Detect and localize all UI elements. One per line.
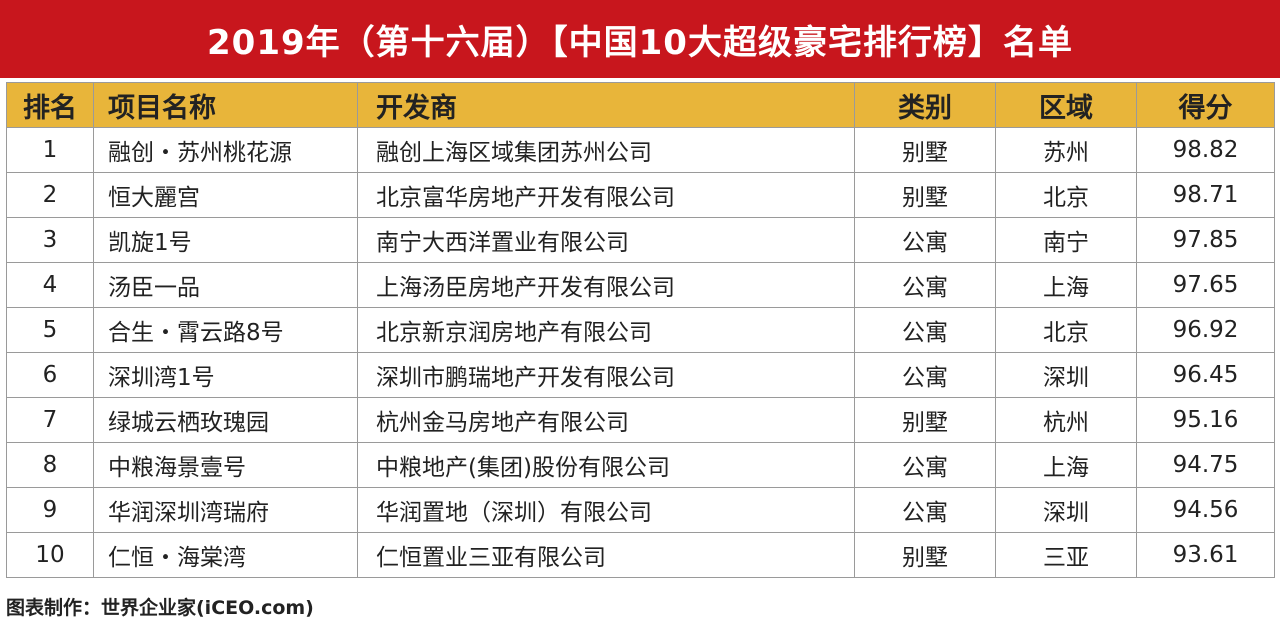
cell-type: 公寓 xyxy=(854,262,996,308)
header-region: 区域 xyxy=(995,82,1137,128)
cell-rank: 10 xyxy=(6,532,94,578)
cell-project-name: 绿城云栖玫瑰园 xyxy=(93,397,358,443)
cell-project-name: 中粮海景壹号 xyxy=(93,442,358,488)
cell-developer: 上海汤臣房地产开发有限公司 xyxy=(357,262,855,308)
table-row: 6 深圳湾1号 深圳市鹏瑞地产开发有限公司 公寓 深圳 96.45 xyxy=(6,352,1275,398)
cell-rank: 2 xyxy=(6,172,94,218)
page-title: 2019年（第十六届）【中国10大超级豪宅排行榜】名单 xyxy=(0,0,1280,78)
cell-region: 杭州 xyxy=(995,397,1137,443)
cell-rank: 6 xyxy=(6,352,94,398)
cell-rank: 1 xyxy=(6,127,94,173)
cell-project-name: 恒大麗宫 xyxy=(93,172,358,218)
cell-region: 三亚 xyxy=(995,532,1137,578)
table-row: 9 华润深圳湾瑞府 华润置地（深圳）有限公司 公寓 深圳 94.56 xyxy=(6,487,1275,533)
cell-region: 深圳 xyxy=(995,487,1137,533)
cell-score: 97.65 xyxy=(1136,262,1275,308)
cell-region: 上海 xyxy=(995,262,1137,308)
cell-score: 96.45 xyxy=(1136,352,1275,398)
cell-developer: 仁恒置业三亚有限公司 xyxy=(357,532,855,578)
cell-region: 上海 xyxy=(995,442,1137,488)
ranking-table: 排名 项目名称 开发商 类别 区域 得分 1 融创・苏州桃花源 融创上海区域集团苏州… xyxy=(6,82,1275,578)
cell-rank: 9 xyxy=(6,487,94,533)
table-row: 4 汤臣一品 上海汤臣房地产开发有限公司 公寓 上海 97.65 xyxy=(6,262,1275,308)
cell-rank: 3 xyxy=(6,217,94,263)
cell-region: 北京 xyxy=(995,172,1137,218)
cell-type: 公寓 xyxy=(854,307,996,353)
cell-project-name: 凯旋1号 xyxy=(93,217,358,263)
chart-credit: 图表制作：世界企业家(iCEO.com) xyxy=(6,597,314,619)
cell-score: 98.82 xyxy=(1136,127,1275,173)
cell-rank: 7 xyxy=(6,397,94,443)
cell-type: 公寓 xyxy=(854,442,996,488)
cell-developer: 融创上海区域集团苏州公司 xyxy=(357,127,855,173)
cell-region: 深圳 xyxy=(995,352,1137,398)
cell-rank: 4 xyxy=(6,262,94,308)
cell-region: 苏州 xyxy=(995,127,1137,173)
cell-developer: 南宁大西洋置业有限公司 xyxy=(357,217,855,263)
header-rank: 排名 xyxy=(6,82,94,128)
table-row: 7 绿城云栖玫瑰园 杭州金马房地产有限公司 别墅 杭州 95.16 xyxy=(6,397,1275,443)
cell-score: 98.71 xyxy=(1136,172,1275,218)
cell-score: 95.16 xyxy=(1136,397,1275,443)
cell-type: 别墅 xyxy=(854,172,996,218)
cell-type: 公寓 xyxy=(854,487,996,533)
cell-score: 94.56 xyxy=(1136,487,1275,533)
table-row: 10 仁恒・海棠湾 仁恒置业三亚有限公司 别墅 三亚 93.61 xyxy=(6,532,1275,578)
header-project-name: 项目名称 xyxy=(93,82,358,128)
table-row: 5 合生・霄云路8号 北京新京润房地产有限公司 公寓 北京 96.92 xyxy=(6,307,1275,353)
cell-developer: 北京新京润房地产有限公司 xyxy=(357,307,855,353)
table-row: 8 中粮海景壹号 中粮地产(集团)股份有限公司 公寓 上海 94.75 xyxy=(6,442,1275,488)
cell-region: 南宁 xyxy=(995,217,1137,263)
cell-score: 94.75 xyxy=(1136,442,1275,488)
cell-project-name: 仁恒・海棠湾 xyxy=(93,532,358,578)
cell-project-name: 深圳湾1号 xyxy=(93,352,358,398)
cell-rank: 8 xyxy=(6,442,94,488)
cell-developer: 杭州金马房地产有限公司 xyxy=(357,397,855,443)
cell-project-name: 汤臣一品 xyxy=(93,262,358,308)
table-row: 2 恒大麗宫 北京富华房地产开发有限公司 别墅 北京 98.71 xyxy=(6,172,1275,218)
cell-type: 公寓 xyxy=(854,217,996,263)
cell-developer: 华润置地（深圳）有限公司 xyxy=(357,487,855,533)
cell-score: 97.85 xyxy=(1136,217,1275,263)
cell-region: 北京 xyxy=(995,307,1137,353)
cell-type: 别墅 xyxy=(854,532,996,578)
cell-project-name: 合生・霄云路8号 xyxy=(93,307,358,353)
cell-type: 别墅 xyxy=(854,127,996,173)
cell-project-name: 融创・苏州桃花源 xyxy=(93,127,358,173)
cell-developer: 中粮地产(集团)股份有限公司 xyxy=(357,442,855,488)
table-row: 3 凯旋1号 南宁大西洋置业有限公司 公寓 南宁 97.85 xyxy=(6,217,1275,263)
cell-rank: 5 xyxy=(6,307,94,353)
header-type: 类别 xyxy=(854,82,996,128)
cell-type: 公寓 xyxy=(854,352,996,398)
header-score: 得分 xyxy=(1136,82,1275,128)
cell-type: 别墅 xyxy=(854,397,996,443)
header-developer: 开发商 xyxy=(357,82,855,128)
cell-developer: 深圳市鹏瑞地产开发有限公司 xyxy=(357,352,855,398)
cell-project-name: 华润深圳湾瑞府 xyxy=(93,487,358,533)
cell-developer: 北京富华房地产开发有限公司 xyxy=(357,172,855,218)
table-header-row: 排名 项目名称 开发商 类别 区域 得分 xyxy=(6,82,1275,128)
cell-score: 96.92 xyxy=(1136,307,1275,353)
table-row: 1 融创・苏州桃花源 融创上海区域集团苏州公司 别墅 苏州 98.82 xyxy=(6,127,1275,173)
cell-score: 93.61 xyxy=(1136,532,1275,578)
